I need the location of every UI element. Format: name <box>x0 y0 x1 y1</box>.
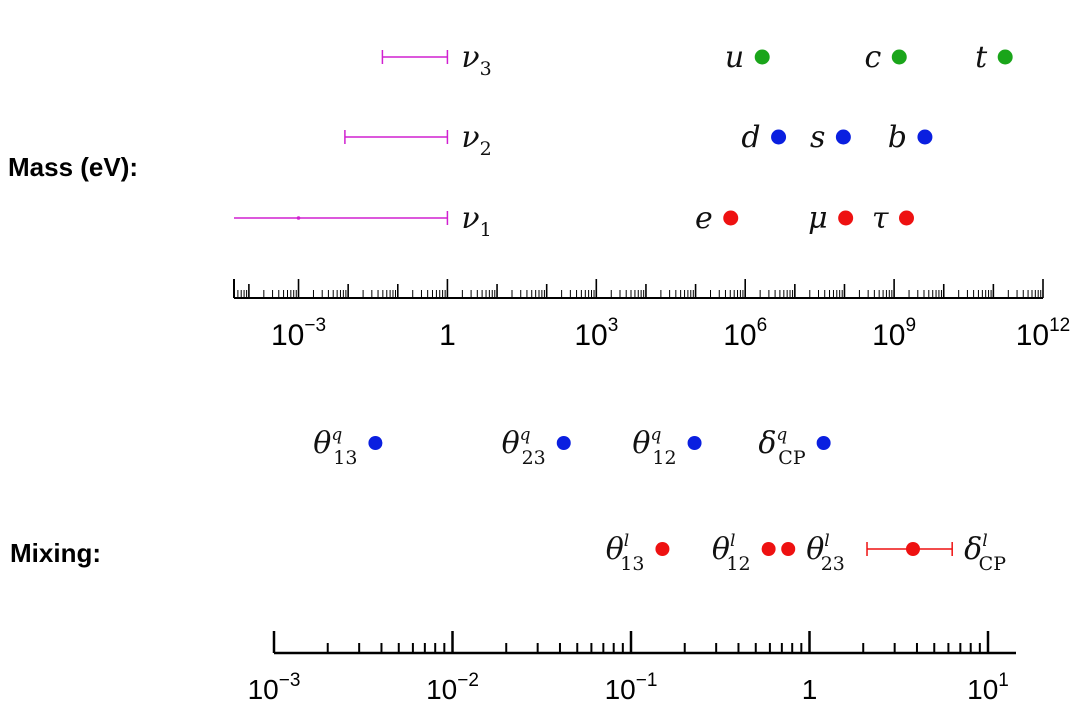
particle-label-t: t <box>975 40 988 75</box>
quark-mixing-label-23: θq 23 <box>502 425 546 469</box>
quark-mixing-point-CP <box>816 436 831 450</box>
particle-label-d: d <box>741 120 760 155</box>
particle-label-τ: τ <box>872 201 889 236</box>
quark-mixing-point-23 <box>556 436 571 450</box>
particle-point-d <box>771 129 787 145</box>
quark-mixing-label-CP: δq CP <box>758 425 805 469</box>
particle-label-e: e <box>695 201 713 236</box>
neutrino-label-2: ν2 <box>461 120 491 160</box>
neutrino-marker <box>296 216 301 220</box>
particle-label-s: s <box>810 120 825 155</box>
lepton-mixing-point-CP <box>905 542 920 556</box>
particle-point-c <box>891 49 907 65</box>
lepton-mixing-label-13: θl 13 <box>606 531 645 575</box>
particle-point-e <box>723 210 739 226</box>
neutrino-label-1: ν1 <box>461 201 491 241</box>
mass-chart: 10−3 1 103 106 109 1012 ν3 ν2 ν1 u c t d s b e μ τ <box>233 40 1071 352</box>
mass-tick-label: 109 <box>872 315 916 352</box>
quark-mixing-point-12 <box>687 436 702 450</box>
mixing-tick-label: 10−2 <box>426 670 479 705</box>
quark-mixing-label-12: θq 12 <box>632 425 676 469</box>
lepton-mixing-point-13 <box>655 542 670 556</box>
mixing-tick-label: 10−1 <box>605 670 658 705</box>
mass-tick-label: 1 <box>439 319 456 352</box>
lepton-mixing-label-12: θl 12 <box>712 531 751 575</box>
mass-axis-label: Mass (eV): <box>8 152 139 182</box>
particle-label-u: u <box>725 40 744 75</box>
mixing-tick-label: 101 <box>967 670 1009 705</box>
mass-tick-label: 106 <box>723 315 767 352</box>
particle-point-t <box>997 49 1013 65</box>
particle-point-τ <box>898 210 914 226</box>
particle-point-u <box>754 49 770 65</box>
quark-mixing-label-13: θq 13 <box>313 425 357 469</box>
mixing-tick-label: 10−3 <box>248 670 301 705</box>
mixing-axis-label: Mixing: <box>10 538 101 568</box>
neutrino-label-3: ν3 <box>461 40 491 80</box>
mass-tick-label: 1012 <box>1016 315 1071 352</box>
particle-label-μ: μ <box>808 201 828 236</box>
mixing-chart: 10−3 10−2 10−1 1 101 θq 13 θq 23 θq 12 δq CP θl 13 θl 12… <box>248 425 1016 705</box>
particle-label-b: b <box>888 120 907 155</box>
mass-tick-label: 103 <box>574 315 618 352</box>
quark-mixing-point-13 <box>368 436 383 450</box>
mixing-tick-label: 1 <box>802 674 818 705</box>
particle-point-μ <box>838 210 854 226</box>
particle-label-c: c <box>864 40 881 75</box>
lepton-mixing-label-23: θl 23 <box>806 531 845 575</box>
lepton-mixing-label-CP: δl CP <box>964 531 1006 575</box>
lepton-mixing-point-12 <box>761 542 776 556</box>
particle-point-b <box>917 129 933 145</box>
mass-tick-label: 10−3 <box>271 315 326 352</box>
lepton-mixing-point-23 <box>781 542 796 556</box>
particle-point-s <box>835 129 851 145</box>
